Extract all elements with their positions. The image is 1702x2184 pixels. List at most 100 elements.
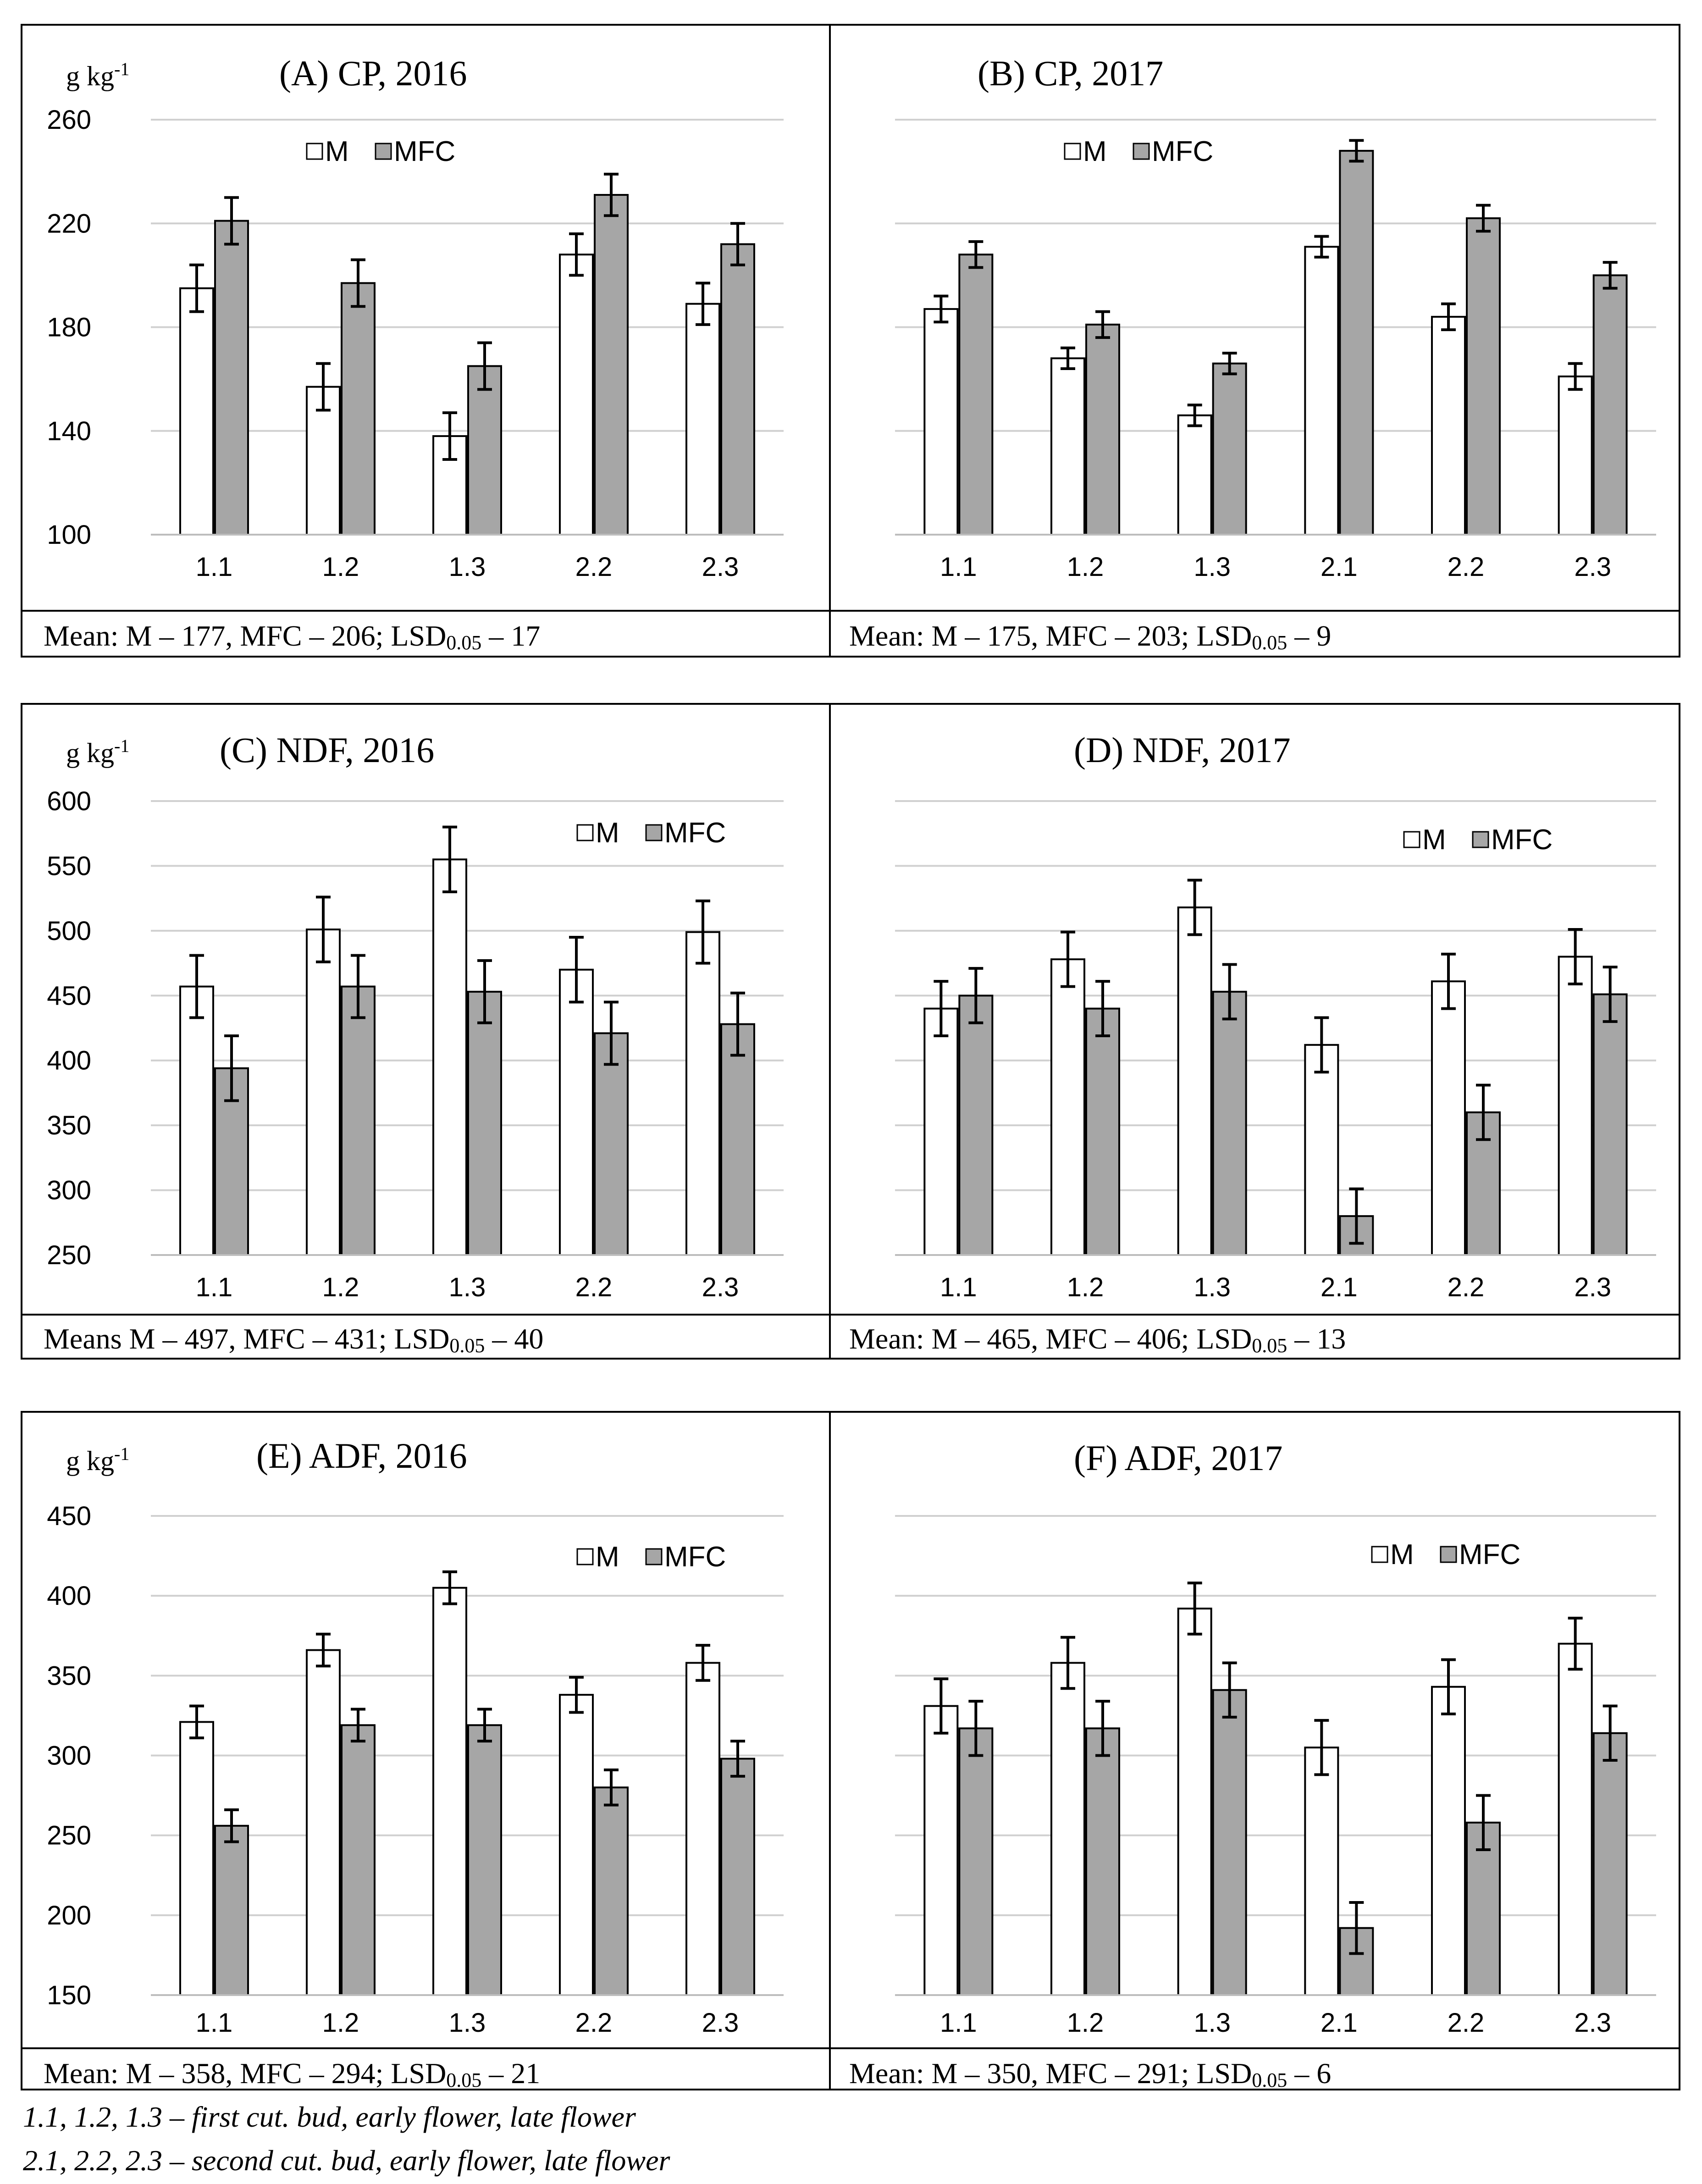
bar-m xyxy=(1431,1686,1466,1996)
x-tick-label: 1.2 xyxy=(322,552,359,582)
chart-title: (D) NDF, 2017 xyxy=(1074,730,1291,770)
legend-label-mfc: MFC xyxy=(1152,136,1213,167)
mean-divider-2 xyxy=(21,1314,1680,1316)
error-bar xyxy=(934,980,949,1037)
x-tick-label: 1.2 xyxy=(1067,1272,1104,1302)
bar-m xyxy=(1558,1642,1593,1996)
x-tick-label: 2.3 xyxy=(1574,1272,1611,1302)
x-tick-label: 2.3 xyxy=(1574,552,1611,582)
legend-swatch-mfc xyxy=(1440,1546,1457,1563)
y-unit-label: g kg-1 xyxy=(66,1443,129,1476)
error-bar xyxy=(477,959,492,1024)
legend-swatch-m xyxy=(1371,1546,1388,1563)
error-bar xyxy=(934,1677,949,1735)
legend-label-mfc: MFC xyxy=(664,1541,726,1573)
error-bar xyxy=(1061,930,1075,988)
bar-m xyxy=(1431,980,1466,1256)
bar-mfc xyxy=(1592,993,1628,1256)
chart-e-svg: 150 200 250 300 350 400 450 g kg-1 (E) ADF, 2016… xyxy=(47,1436,784,2038)
bar-mfc xyxy=(1212,362,1247,536)
legend: M MFC xyxy=(306,136,455,167)
error-bar xyxy=(968,240,984,269)
panel-divider-2 xyxy=(829,703,831,1360)
y-unit-exponent: -1 xyxy=(114,1443,129,1464)
error-bar xyxy=(477,341,492,391)
error-bar xyxy=(696,899,710,965)
bar-m xyxy=(179,1721,214,1996)
chart-b-svg: (B) CP, 2017 M MFC 1.1 1.2 1.3 2.1 2.2 2.3 xyxy=(895,53,1656,582)
bar-m xyxy=(179,985,214,1256)
chart-panel-d: (D) NDF, 2017 M MFC 1.1 1.2 1.3 2.1 2.2 2.3 xyxy=(831,705,1679,1312)
x-tick-label: 2.1 xyxy=(1321,2008,1358,2038)
error-bar xyxy=(189,263,204,313)
error-bar xyxy=(1476,1794,1491,1852)
error-bar xyxy=(442,1570,457,1605)
error-bar xyxy=(224,196,239,246)
bar-mfc xyxy=(1592,1732,1628,1996)
chart-title: (A) CP, 2016 xyxy=(279,53,467,93)
error-bar xyxy=(442,825,457,893)
bar-m xyxy=(559,254,594,536)
chart-panel-c: 250 300 350 400 450 500 550 600 g kg-1 (C) NDF, 2… xyxy=(22,705,828,1312)
y-tick-label: 100 xyxy=(47,520,91,550)
x-tick-label: 2.1 xyxy=(1321,1272,1358,1302)
error-bar xyxy=(224,1034,239,1102)
error-bar xyxy=(1187,1581,1202,1636)
legend-label-mfc: MFC xyxy=(664,817,726,849)
bar-m xyxy=(923,1705,959,1996)
error-bar xyxy=(968,1700,984,1757)
error-bar xyxy=(968,967,984,1024)
y-tick-label: 600 xyxy=(47,786,91,816)
mean-divider-1 xyxy=(21,610,1680,612)
bar-mfc xyxy=(467,1724,502,1996)
x-tick-label: 1.1 xyxy=(196,1272,233,1302)
x-tick-label: 1.1 xyxy=(196,552,233,582)
error-bar xyxy=(351,258,365,308)
legend: M MFC xyxy=(576,817,726,849)
bar-m xyxy=(1050,357,1085,536)
error-bar xyxy=(730,991,745,1057)
error-bar xyxy=(1441,1658,1456,1715)
bar-mfc xyxy=(720,1758,755,1996)
error-bar xyxy=(934,294,949,324)
bar-mfc xyxy=(594,1032,629,1256)
error-bar xyxy=(1568,928,1583,985)
footnote-second-cut: 2.1, 2.2, 2.3 – second cut. bud, early f… xyxy=(23,2144,670,2177)
x-tick-label: 2.2 xyxy=(1448,2008,1485,2038)
y-unit-base: g kg xyxy=(66,1446,114,1476)
error-bar xyxy=(316,1632,331,1668)
error-bar xyxy=(730,1740,745,1778)
error-bar xyxy=(1314,1719,1329,1776)
bar-m xyxy=(559,968,594,1256)
bar-m xyxy=(306,929,341,1256)
legend-swatch-m xyxy=(576,824,594,841)
error-bar xyxy=(1476,1084,1491,1141)
error-bar xyxy=(351,1708,365,1743)
x-tick-label: 1.1 xyxy=(940,1272,977,1302)
chart-f-svg: (F) ADF, 2017 M MFC 1.1 1.2 1.3 2.1 2.2 2.3 xyxy=(895,1438,1656,2038)
legend-label-m: M xyxy=(1083,136,1107,167)
x-tick-label: 2.2 xyxy=(1448,1272,1485,1302)
legend-swatch-mfc xyxy=(645,1548,663,1565)
y-tick-label: 350 xyxy=(47,1661,91,1691)
mean-divider-3 xyxy=(21,2047,1680,2049)
y-tick-label: 300 xyxy=(47,1176,91,1205)
bar-mfc xyxy=(1085,1727,1120,1996)
y-tick-label: 250 xyxy=(47,1821,91,1851)
bar-m xyxy=(1050,1662,1085,1996)
y-unit-exponent: -1 xyxy=(114,59,129,79)
bar-m xyxy=(1558,375,1593,536)
mean-summary-c: Means M – 497, MFC – 431; LSD0.05 – 40 xyxy=(44,1322,544,1357)
error-bar xyxy=(1568,362,1583,391)
legend-label-m: M xyxy=(596,1541,619,1573)
bar-mfc xyxy=(467,990,502,1256)
error-bar xyxy=(477,1708,492,1743)
error-bar xyxy=(1187,879,1202,936)
chart-d-svg: (D) NDF, 2017 M MFC 1.1 1.2 1.3 2.1 2.2 2.3 xyxy=(895,730,1656,1302)
bar-mfc xyxy=(1212,1689,1247,1996)
bar-mfc xyxy=(214,1825,249,1996)
y-tick-label: 550 xyxy=(47,851,91,881)
error-bar xyxy=(569,232,584,277)
error-bar xyxy=(1349,139,1364,163)
error-bar xyxy=(1476,204,1491,233)
